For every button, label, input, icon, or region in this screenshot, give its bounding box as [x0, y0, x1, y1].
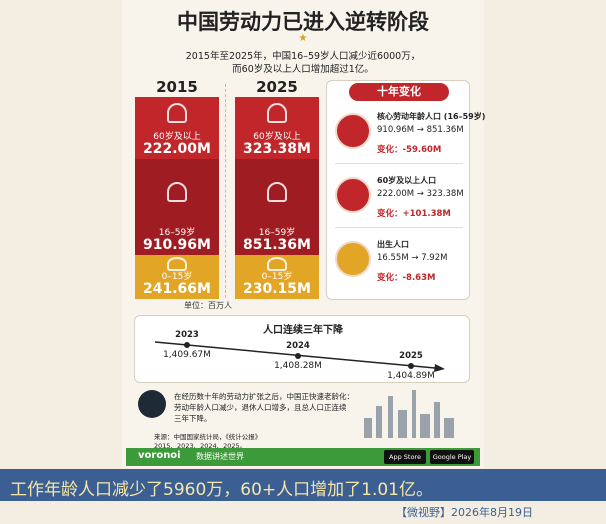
- age-box: 0–15岁 241.66M: [135, 255, 219, 299]
- change-panel: 十年变化 核心劳动年龄人口 (16–59岁) 910.96M → 851.36M 变…: [326, 80, 485, 300]
- unit: 单位：百万人: [184, 301, 232, 310]
- summary-line: 在经历数十年的劳动力扩张之后，中国正快速老龄化：: [174, 392, 354, 401]
- icon: [267, 103, 287, 123]
- age-value: 241.66M: [143, 281, 211, 297]
- timeline-value: 1,408.28M: [274, 361, 322, 371]
- summary-line: 三年下降。: [174, 414, 212, 423]
- item-icon: [335, 177, 371, 213]
- item-range: 910.96M → 851.36M: [377, 125, 464, 135]
- item-divider: [335, 227, 463, 228]
- icon: [267, 182, 287, 202]
- age-value: 323.38M: [243, 141, 311, 157]
- age-box: 60岁及以上 323.38M: [235, 97, 319, 159]
- caption: 工作年龄人口减少了5960万，60+人口增加了1.01亿。: [10, 480, 433, 500]
- age-value: 230.15M: [243, 281, 311, 297]
- icon: [167, 182, 187, 202]
- item-range: 222.00M → 323.38M: [377, 189, 464, 199]
- age-value: 851.36M: [243, 237, 311, 253]
- item-change: 变化：-8.63M: [377, 273, 436, 283]
- subtitle: 2015年至2025年，中国16–59岁人口减少近6000万，: [185, 51, 421, 62]
- item-change: 变化：-59.60M: [377, 145, 442, 155]
- source-line: 2015、2023、2024、2025。: [154, 442, 247, 450]
- infographic: 中国劳动力已进入逆转阶段 ★ 2015年至2025年，中国16–59岁人口减少近…: [122, 0, 485, 468]
- age-label: 60岁及以上: [153, 132, 201, 142]
- age-label: 16–59岁: [158, 228, 196, 238]
- age-value: 222.00M: [143, 141, 211, 157]
- age-box: 60岁及以上 222.00M: [135, 97, 219, 159]
- age-label: 16–59岁: [258, 228, 296, 238]
- year: 2015: [156, 78, 198, 96]
- app-store[interactable]: App Store: [384, 450, 426, 464]
- timeline-box: 人口连续三年下降 2023 1,409.67M 2024 1,408.28M 2025 1…: [134, 315, 470, 383]
- column-divider: [225, 84, 226, 298]
- item-label: 核心劳动年龄人口 (16–59岁): [377, 112, 486, 121]
- year: 2025: [256, 78, 298, 96]
- item-label: 出生人口: [377, 240, 409, 249]
- source-line: 来源：中国国家统计局，《统计公报》: [154, 433, 262, 441]
- credit: 【微视野】2026年8月19日: [396, 506, 533, 519]
- icon: [167, 103, 187, 123]
- timeline-line: [154, 341, 445, 372]
- tagline: 数据讲述世界: [196, 452, 244, 461]
- timeline-value: 1,404.89M: [387, 371, 435, 381]
- title: 中国劳动力已进入逆转阶段: [177, 10, 429, 34]
- item-change: 变化：+101.38M: [377, 209, 451, 219]
- age-label: 60岁及以上: [253, 132, 301, 142]
- age-box: 16–59岁 910.96M: [135, 159, 219, 255]
- age-label: 0–15岁: [161, 272, 193, 282]
- item-divider: [335, 163, 463, 164]
- google-play[interactable]: Google Play: [430, 450, 474, 464]
- icon: [267, 257, 287, 271]
- subtitle: 而60岁及以上人口增加超过1亿。: [232, 64, 374, 75]
- panel-title: 十年变化: [349, 83, 449, 101]
- star: ★: [298, 33, 308, 44]
- icon: [167, 257, 187, 271]
- age-label: 0–15岁: [261, 272, 293, 282]
- item-label: 60岁及以上人口: [377, 176, 437, 185]
- item-range: 16.55M → 7.92M: [377, 253, 448, 263]
- summary-line: 劳动年龄人口减少，退休人口增多，且总人口正连续: [174, 403, 347, 412]
- timeline-year: 2025: [399, 351, 423, 361]
- summary-icon: [138, 390, 166, 418]
- age-box: 16–59岁 851.36M: [235, 159, 319, 255]
- age-box: 0–15岁 230.15M: [235, 255, 319, 299]
- age-value: 910.96M: [143, 237, 211, 253]
- footer-bar: voronoi 数据讲述世界 App Store Google Play: [126, 448, 480, 466]
- timeline-value: 1,409.67M: [163, 350, 211, 360]
- caption-band: 工作年龄人口减少了5960万，60+人口增加了1.01亿。: [0, 469, 606, 501]
- brand: voronoi: [138, 450, 181, 461]
- item-icon: [335, 113, 371, 149]
- skyline: [364, 390, 454, 438]
- summary-box: 在经历数十年的劳动力扩张之后，中国正快速老龄化： 劳动年龄人口减少，退休人口增多…: [134, 388, 470, 450]
- timeline-year: 2023: [175, 330, 199, 340]
- item-icon: [335, 241, 371, 277]
- timeline-year: 2024: [286, 341, 310, 351]
- timeline-title: 人口连续三年下降: [263, 325, 343, 336]
